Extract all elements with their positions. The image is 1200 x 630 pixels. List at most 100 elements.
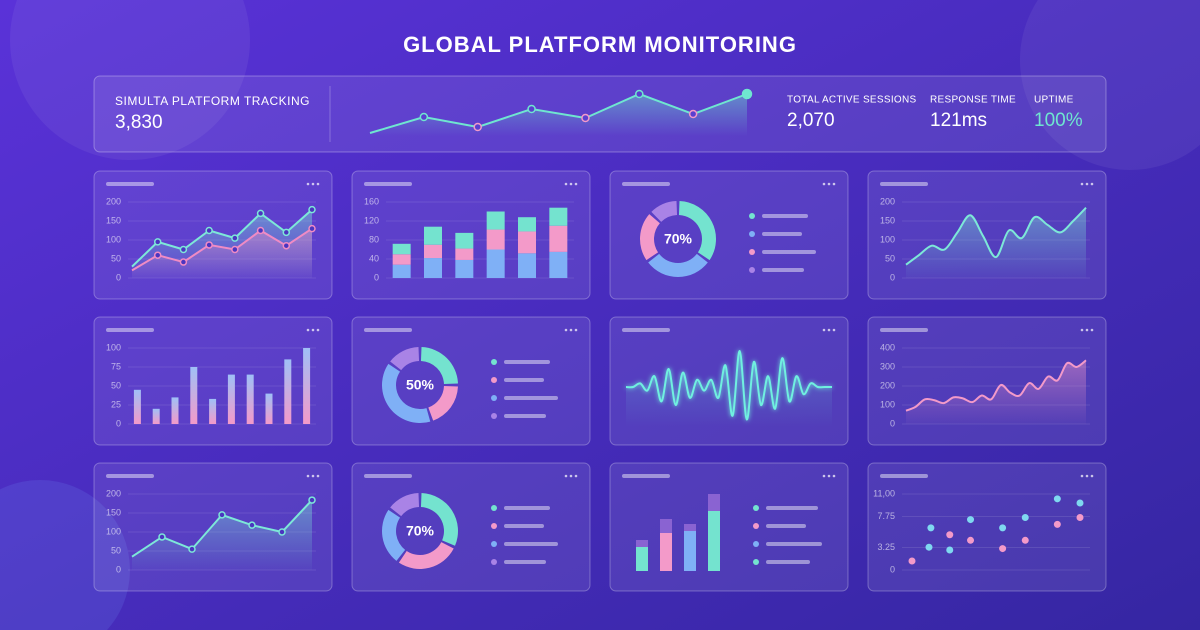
stat-label: UPTIME — [1034, 95, 1074, 106]
legend-dot — [491, 377, 497, 383]
sparkline-point — [741, 88, 753, 100]
legend-dot — [753, 505, 759, 511]
bar-segment — [486, 229, 505, 250]
y-tick-label: 150 — [880, 215, 895, 225]
donut-segment — [678, 201, 716, 261]
header-value: 3,830 — [115, 112, 163, 133]
point — [205, 226, 213, 235]
sparkline-point — [688, 109, 698, 119]
legend-bar — [762, 268, 804, 272]
scatter-point — [927, 524, 935, 532]
y-tick-label: 200 — [106, 488, 121, 498]
legend-bar — [504, 414, 546, 418]
donut-segment — [398, 542, 454, 569]
donut-segment — [648, 253, 708, 277]
scatter-point — [946, 531, 954, 539]
legend-bar — [504, 506, 550, 510]
y-tick-label: 0 — [116, 272, 121, 282]
legend-dot — [753, 523, 759, 529]
panel-header-bar — [364, 182, 412, 186]
sparkline-point — [419, 112, 429, 122]
stat-value: 2,070 — [787, 110, 835, 131]
legend-bar — [504, 396, 558, 400]
y-tick-label: 400 — [880, 342, 895, 352]
menu-dot — [569, 182, 573, 186]
sparkline — [369, 92, 748, 134]
bar-segment — [518, 217, 536, 232]
y-tick-label: 50 — [885, 253, 895, 263]
y-tick-label: 150 — [106, 507, 121, 517]
legend-dot — [491, 413, 497, 419]
menu-dot — [822, 474, 826, 478]
scatter-point — [1053, 520, 1061, 528]
decor-blob — [1020, 0, 1200, 170]
y-tick-label: 160 — [364, 196, 379, 206]
scatter-point — [1053, 495, 1061, 503]
sparkline-point — [635, 89, 644, 99]
sparkline-point — [473, 122, 482, 132]
scatter-point — [946, 546, 954, 554]
area — [132, 500, 312, 570]
bar — [246, 374, 254, 424]
panel-header-bar — [880, 182, 928, 186]
donut-center-label: 70% — [664, 231, 693, 247]
bar-cap — [636, 540, 648, 547]
scatter-point — [1076, 499, 1084, 507]
donut-segment — [640, 214, 660, 261]
menu-dot — [1080, 328, 1084, 332]
legend-bar — [766, 560, 810, 564]
point — [256, 226, 265, 235]
legend-dot — [491, 359, 497, 365]
bar-segment — [486, 211, 505, 230]
menu-dot — [832, 328, 836, 332]
donut-segment — [390, 493, 420, 517]
panel-header-bar — [364, 474, 412, 478]
y-tick-label: 200 — [106, 196, 121, 206]
panel-header-bar — [106, 474, 154, 478]
bar — [284, 359, 292, 424]
menu-dot — [306, 182, 310, 186]
bar-segment — [518, 231, 536, 254]
panel-header-bar — [106, 328, 154, 332]
y-tick-label: 11,00 — [873, 488, 895, 498]
bar-segment — [549, 251, 568, 278]
legend-bar — [504, 524, 544, 528]
point — [308, 224, 316, 233]
point — [158, 533, 166, 541]
legend-dot — [749, 213, 755, 219]
sparkline-point — [527, 104, 536, 114]
bar-cap — [684, 524, 696, 531]
point — [282, 241, 291, 250]
point — [248, 521, 256, 529]
donut-segment — [420, 493, 458, 546]
panel — [609, 462, 849, 592]
bar-segment — [424, 258, 442, 278]
y-tick-label: 0 — [374, 272, 379, 282]
panel-header-bar — [106, 182, 154, 186]
legend-dot — [753, 541, 759, 547]
point — [231, 234, 239, 242]
legend-bar — [504, 560, 546, 564]
y-tick-label: 75 — [111, 361, 121, 371]
legend-dot — [491, 559, 497, 565]
bar — [209, 398, 217, 424]
menu-dot — [569, 474, 573, 478]
legend-bar — [766, 524, 806, 528]
y-tick-label: 0 — [890, 564, 895, 574]
area — [906, 207, 1086, 278]
donut-segment — [651, 201, 678, 222]
bar — [265, 393, 273, 424]
point — [153, 238, 162, 246]
legend-bar — [504, 542, 558, 546]
legend-dot — [491, 505, 497, 511]
bar — [227, 374, 235, 424]
page-title: GLOBAL PLATFORM MONITORING — [403, 32, 797, 57]
menu-dot — [564, 182, 568, 186]
menu-dot — [822, 328, 826, 332]
y-tick-label: 0 — [116, 418, 121, 428]
menu-dot — [574, 474, 578, 478]
legend-dot — [491, 395, 497, 401]
menu-dot — [1080, 182, 1084, 186]
